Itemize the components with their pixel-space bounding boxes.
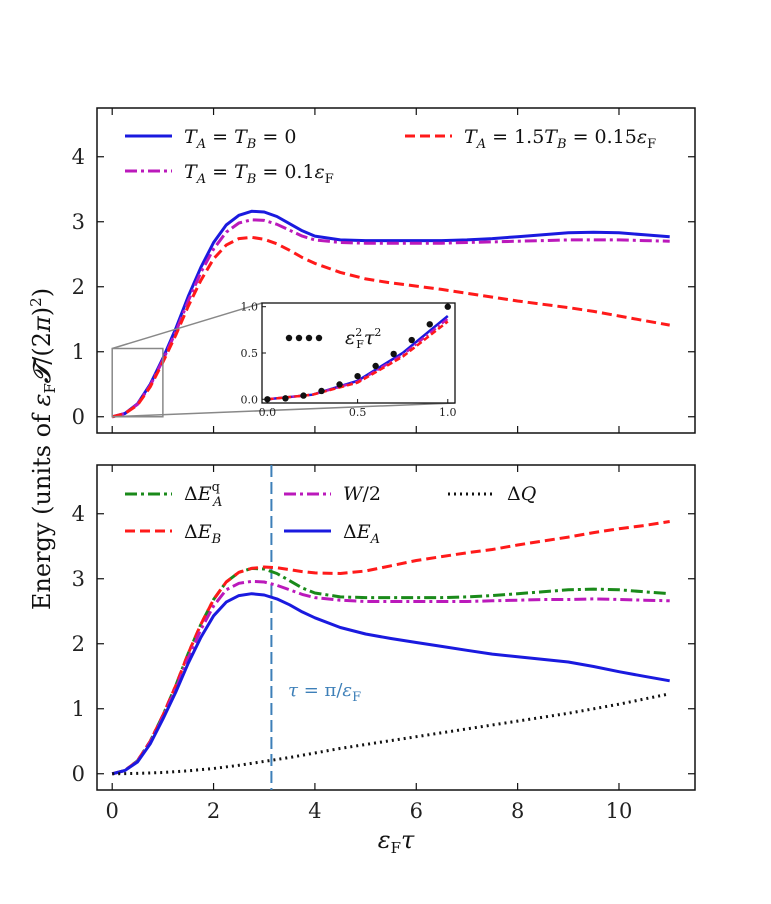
inset-legend-dot-2 xyxy=(305,334,313,342)
series-line-0-2 xyxy=(111,235,670,419)
y-axis-title: Energy (units of εF𝒯/(2π)2) xyxy=(27,288,59,610)
x-tick-label-1-4: 8 xyxy=(511,799,524,823)
zoom-box xyxy=(111,347,164,418)
inset-y-tick-label-2: 1.0 xyxy=(241,301,259,314)
inset-dot-10 xyxy=(444,303,451,310)
vline-annotation: τ = π/εF xyxy=(288,680,361,705)
y-tick-label-0-2: 2 xyxy=(72,275,85,299)
y-tick-label-0-3: 3 xyxy=(72,210,85,234)
x-tick-label-1-5: 10 xyxy=(606,799,633,823)
legend-label-dQ: ΔQ xyxy=(507,483,536,505)
inset-dot-2 xyxy=(300,392,307,399)
inset-frame xyxy=(261,302,456,404)
y-tick-label-1-0: 0 xyxy=(72,762,85,786)
x-tick-label-1-2: 4 xyxy=(308,799,321,823)
x-tick-label-1-3: 6 xyxy=(410,799,423,823)
top-panel: 0 1 2 3 4 xyxy=(72,108,695,433)
inset-y-tick-label-1: 0.5 xyxy=(241,347,259,360)
series-line-1-0 xyxy=(111,566,670,776)
legend-label-dEB: ΔEB xyxy=(184,521,221,547)
x-tick-label-1-1: 2 xyxy=(207,799,220,823)
inset-dot-0 xyxy=(264,396,271,403)
inset-x-tick-label-2: 1.0 xyxy=(439,406,457,419)
inset-x-tick-label-0: 0.0 xyxy=(259,406,277,419)
inset-dot-7 xyxy=(390,350,397,358)
inset-series-line-2 xyxy=(267,320,449,401)
x-tick-label-1-0: 0 xyxy=(106,799,119,823)
y-tick-label-1-4: 4 xyxy=(72,502,85,526)
legend-label-tab01: TA = TB = 0.1εF xyxy=(184,161,334,187)
zoom-connector-bottom xyxy=(112,402,456,418)
legend-label-dEA: ΔEA xyxy=(343,521,380,547)
inset-dot-8 xyxy=(408,336,415,344)
series-line-1-1 xyxy=(111,520,670,776)
legend-label-W2: W/2 xyxy=(343,483,381,505)
inset-dot-6 xyxy=(372,362,379,370)
y-tick-label-1-3: 3 xyxy=(72,567,85,591)
x-axis-title: εFτ xyxy=(378,826,415,857)
inset-dot-5 xyxy=(354,372,361,380)
inset-dot-9 xyxy=(426,321,433,328)
bottom-legend: ΔEq A ΔEB W/2 ΔEA ΔQ xyxy=(125,480,536,547)
inset-curves xyxy=(267,315,449,401)
legend-label-dEAq: ΔEq A xyxy=(184,480,222,510)
y-tick-label-0-4: 4 xyxy=(72,145,85,169)
inset-x-tick-label-1: 0.5 xyxy=(349,406,367,419)
y-tick-label-0-1: 1 xyxy=(72,340,85,364)
top-legend: TA = TB = 0 TA = TB = 0.1εF TA = 1.5TB =… xyxy=(125,126,656,187)
inset-panel: 0.0 0.5 1.00.00.51.0ε2 Fτ2 xyxy=(111,301,457,419)
inset-y-tick-label-0: 0.0 xyxy=(241,393,259,406)
inset-dot-4 xyxy=(336,381,343,388)
zoom-connector-top xyxy=(111,302,263,350)
series-line-1-4 xyxy=(112,692,671,776)
inset-legend-dot-1 xyxy=(295,334,303,342)
bottom-axes-frame xyxy=(96,464,696,791)
inset-dot-1 xyxy=(282,395,289,402)
y-tick-label-1-2: 2 xyxy=(72,632,85,656)
series-line-1-2 xyxy=(111,579,670,776)
legend-label-ta15: TA = 1.5TB = 0.15εF xyxy=(464,126,656,152)
y-tick-label-0-0: 0 xyxy=(72,405,85,429)
inset-legend-dot-3 xyxy=(315,334,323,342)
series-line-1-3 xyxy=(111,592,670,776)
inset-legend-dot-0 xyxy=(285,334,293,342)
legend-label-tab0: TA = TB = 0 xyxy=(184,126,296,152)
bottom-panel: 0 2 4 6 8 10 0 1 2 3 4 xyxy=(72,465,695,823)
top-axes-frame xyxy=(96,107,696,434)
inset-dot-3 xyxy=(318,387,325,395)
y-tick-label-1-1: 1 xyxy=(72,697,85,721)
